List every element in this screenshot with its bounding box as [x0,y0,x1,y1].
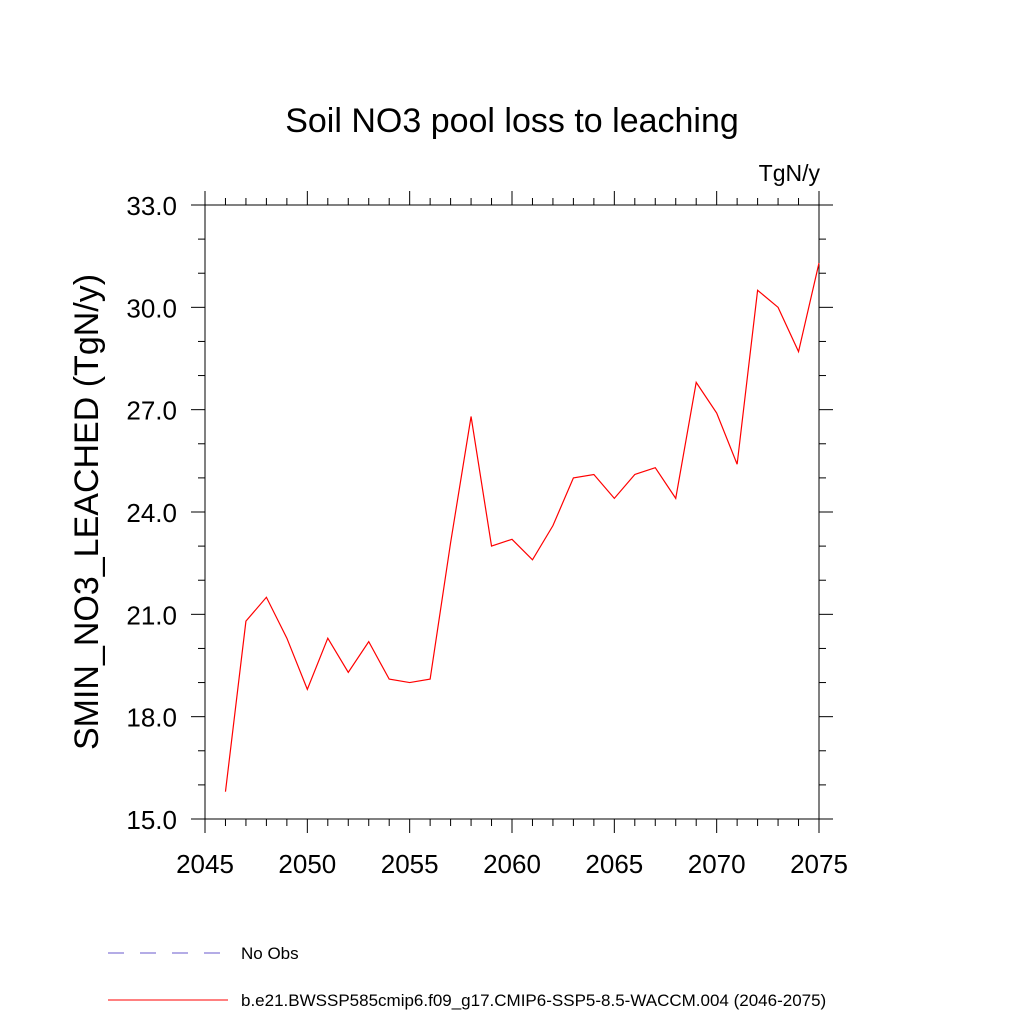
plot-frame [204,204,820,820]
x-tick-label: 2050 [278,849,336,879]
y-tick-label: 27.0 [126,396,177,426]
legend-label-no-obs: No Obs [241,944,299,963]
x-tick-label: 2060 [483,849,541,879]
x-tick-label: 2065 [585,849,643,879]
y-tick-label: 15.0 [126,805,177,835]
chart-title: Soil NO3 pool loss to leaching [285,102,739,140]
y-axis-label: SMIN_NO3_LEACHED (TgN/y) [68,274,106,750]
y-tick-label: 33.0 [126,191,177,221]
y-tick-label: 21.0 [126,600,177,630]
units-label: TgN/y [759,160,821,186]
series-group [224,262,820,792]
y-tick-label: 24.0 [126,498,177,528]
y-tick-label: 30.0 [126,293,177,323]
x-tick-label: 2045 [176,849,234,879]
axis-ticks [191,191,833,833]
y-tick-label: 18.0 [126,703,177,733]
x-tick-label: 2070 [688,849,746,879]
axis-tick-labels: 2045 2050 2055 2060 2065 2070 2075 15.0 18.0 21.0… [126,191,848,879]
x-tick-label: 2075 [790,849,848,879]
legend-label-model-run: b.e21.BWSSP585cmip6.f09_g17.CMIP6-SSP5-8… [241,991,826,1010]
series-line [224,262,820,792]
legend: No Obs b.e21.BWSSP585cmip6.f09_g17.CMIP6… [108,944,826,1010]
x-tick-label: 2055 [381,849,439,879]
